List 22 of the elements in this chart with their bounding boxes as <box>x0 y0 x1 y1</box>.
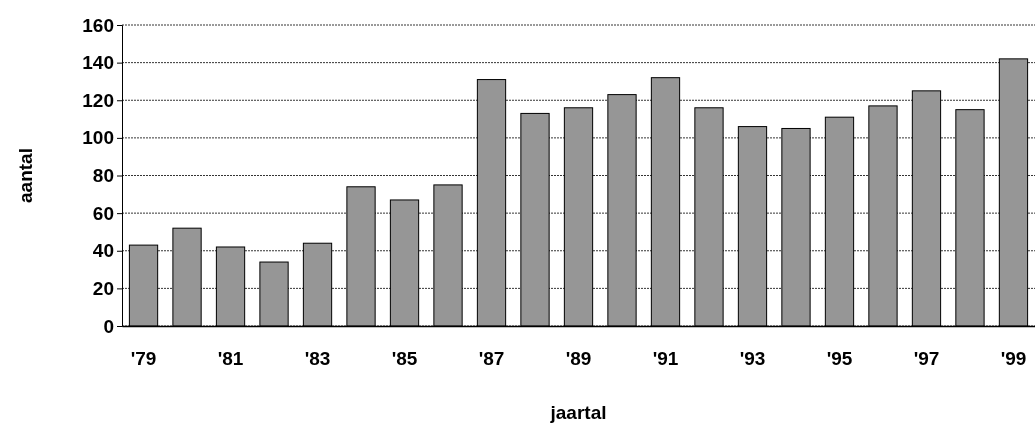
y-tick-label: 20 <box>92 277 114 299</box>
y-tick-label: 0 <box>103 315 114 337</box>
x-tick-label: '81 <box>217 348 244 370</box>
x-tick-label: '87 <box>478 348 505 370</box>
y-tick-label: 140 <box>82 52 114 74</box>
x-tick-label: '79 <box>130 348 157 370</box>
y-tick-label: 100 <box>82 127 114 149</box>
x-tick-label: '97 <box>913 348 940 370</box>
x-tick-label: '89 <box>565 348 592 370</box>
y-tick-label: 120 <box>82 89 114 111</box>
x-tick-label: '93 <box>739 348 766 370</box>
x-tick-label: '95 <box>826 348 853 370</box>
y-tick-label: 60 <box>92 202 114 224</box>
y-tick-label: 80 <box>92 165 114 187</box>
x-tick-label: '83 <box>304 348 331 370</box>
y-tick-label: 160 <box>82 14 114 36</box>
x-tick-label: '85 <box>391 348 418 370</box>
y-axis-title: aantal <box>15 148 36 203</box>
x-axis-title: jaartal <box>549 402 607 423</box>
x-tick-label: '91 <box>652 348 679 370</box>
x-tick-label: '99 <box>1000 348 1027 370</box>
y-tick-label: 40 <box>92 240 114 262</box>
